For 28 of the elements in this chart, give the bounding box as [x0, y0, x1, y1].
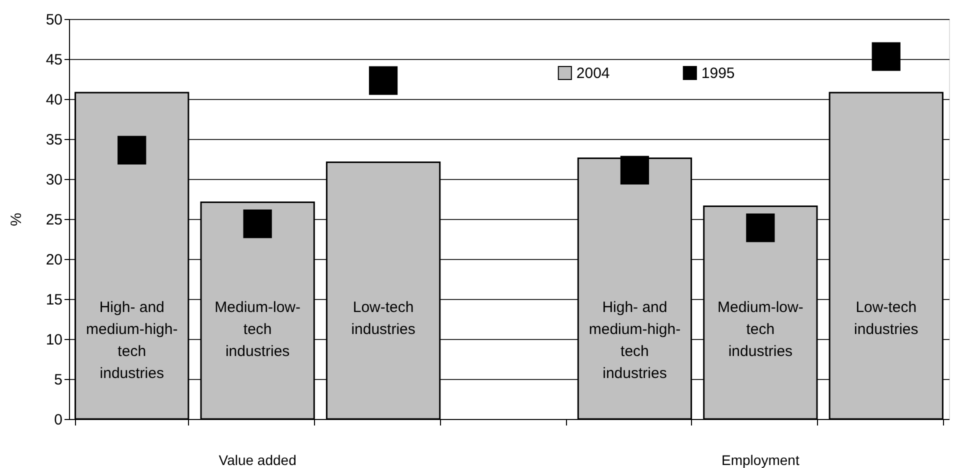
legend-label: 2004	[576, 64, 610, 82]
text: Employment	[722, 452, 800, 468]
text: Value added	[218, 452, 296, 468]
x-tick-label: High- and medium-high-tech industries	[86, 299, 178, 382]
y-tick-label: 15	[46, 292, 62, 308]
y-tick-label: 50	[46, 12, 62, 28]
x-tick-label: Medium-low-tech industries	[214, 299, 300, 360]
point	[620, 156, 650, 185]
y-tick-label: 5	[54, 372, 62, 388]
y-tick-label: 35	[46, 132, 62, 148]
point	[243, 209, 272, 238]
x-tick-label: Medium-low-tech industries	[718, 299, 804, 360]
point	[368, 66, 398, 95]
y-tick-label: 40	[46, 92, 62, 108]
y-tick-label: 10	[46, 332, 62, 348]
y-tick-label: 0	[54, 412, 62, 428]
y-tick-label: 30	[46, 172, 62, 188]
y-tick-label: 45	[46, 52, 62, 68]
point	[118, 136, 146, 165]
y-axis-title: %	[8, 212, 25, 226]
y-tick-label: 25	[46, 212, 62, 228]
x-tick-label: Low-tech industries	[854, 299, 918, 338]
x-tick-label: High- and medium-high-tech industries	[588, 299, 681, 382]
legend-label: 1995	[701, 64, 735, 82]
point	[872, 42, 900, 71]
x-tick-label: Low-tech industries	[351, 299, 416, 338]
point	[746, 213, 775, 242]
y-tick-label: 20	[46, 252, 62, 268]
